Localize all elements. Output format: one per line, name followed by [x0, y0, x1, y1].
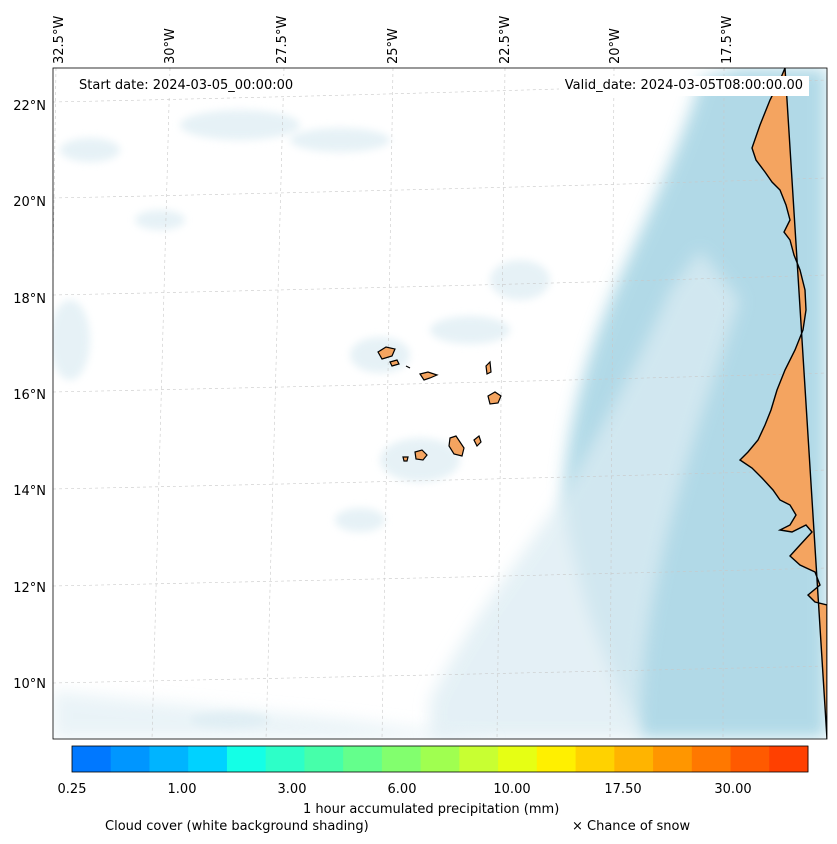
- lat-label-10n: 10°N: [13, 677, 46, 692]
- lat-label-20n: 20°N: [13, 195, 46, 210]
- colorbar-segment: [226, 746, 267, 772]
- africa-landmass: [738, 68, 827, 739]
- colorbar-segment: [110, 746, 150, 772]
- lon-label-27-5w: 27.5°W: [275, 15, 290, 64]
- colorbar-segment: [381, 746, 422, 772]
- map-area: [53, 68, 827, 739]
- lat-label-12n: 12°N: [13, 581, 46, 596]
- lat-label-14n: 14°N: [13, 484, 46, 499]
- colorbar-tick-label: 3.00: [277, 782, 307, 797]
- colorbar-segment: [730, 746, 770, 772]
- colorbar-segment: [653, 746, 693, 772]
- colorbar-label: 1 hour accumulated precipitation (mm): [303, 802, 560, 817]
- colorbar-tick-label: 6.00: [387, 782, 417, 797]
- cape-verde-islands: [377, 346, 502, 462]
- colorbar-tick-label: 17.50: [604, 782, 642, 797]
- colorbar-segment: [459, 746, 499, 772]
- colorbar-frame: [71, 745, 809, 773]
- precip-colorbar: [72, 746, 809, 772]
- colorbar-segment: [420, 746, 460, 772]
- map-frame: [52, 67, 828, 740]
- lon-label-22-5w: 22.5°W: [498, 15, 513, 64]
- colorbar-segment: [343, 746, 383, 772]
- colorbar-tick-label: 30.00: [714, 782, 752, 797]
- cloud-cover-legend: Cloud cover (white background shading): [105, 819, 369, 834]
- colorbar-tick-label: 10.00: [493, 782, 531, 797]
- valid-date-label: Valid_date: 2024-03-05T08:00:00.00: [558, 76, 809, 96]
- colorbar-segment: [188, 746, 228, 772]
- colorbar-segment: [769, 746, 809, 772]
- colorbar-tick-label: 1.00: [167, 782, 197, 797]
- lon-label-17-5w: 17.5°W: [720, 15, 735, 64]
- colorbar-segment: [72, 746, 112, 772]
- colorbar-segment: [575, 746, 615, 772]
- snow-legend: × Chance of snow: [572, 819, 691, 834]
- lon-label-25w: 25°W: [386, 28, 401, 64]
- lon-label-32-5w: 32.5°W: [52, 15, 67, 64]
- lat-label-18n: 18°N: [13, 292, 46, 307]
- colorbar-segment: [691, 746, 732, 772]
- colorbar-segment: [304, 746, 344, 772]
- lat-label-16n: 16°N: [13, 388, 46, 403]
- colorbar-tick-label: 0.25: [57, 782, 87, 797]
- colorbar-segment: [614, 746, 654, 772]
- lon-label-20w: 20°W: [608, 28, 623, 64]
- colorbar-segment: [498, 746, 538, 772]
- graticule: [53, 68, 827, 739]
- start-date-label: Start date: 2024-03-05_00:00:00: [73, 76, 300, 96]
- lat-label-22n: 22°N: [13, 99, 46, 114]
- cloud-cover-shading: [53, 68, 827, 739]
- colorbar-segment: [536, 746, 577, 772]
- colorbar-segment: [265, 746, 305, 772]
- lon-label-30w: 30°W: [163, 28, 178, 64]
- colorbar-segment: [149, 746, 189, 772]
